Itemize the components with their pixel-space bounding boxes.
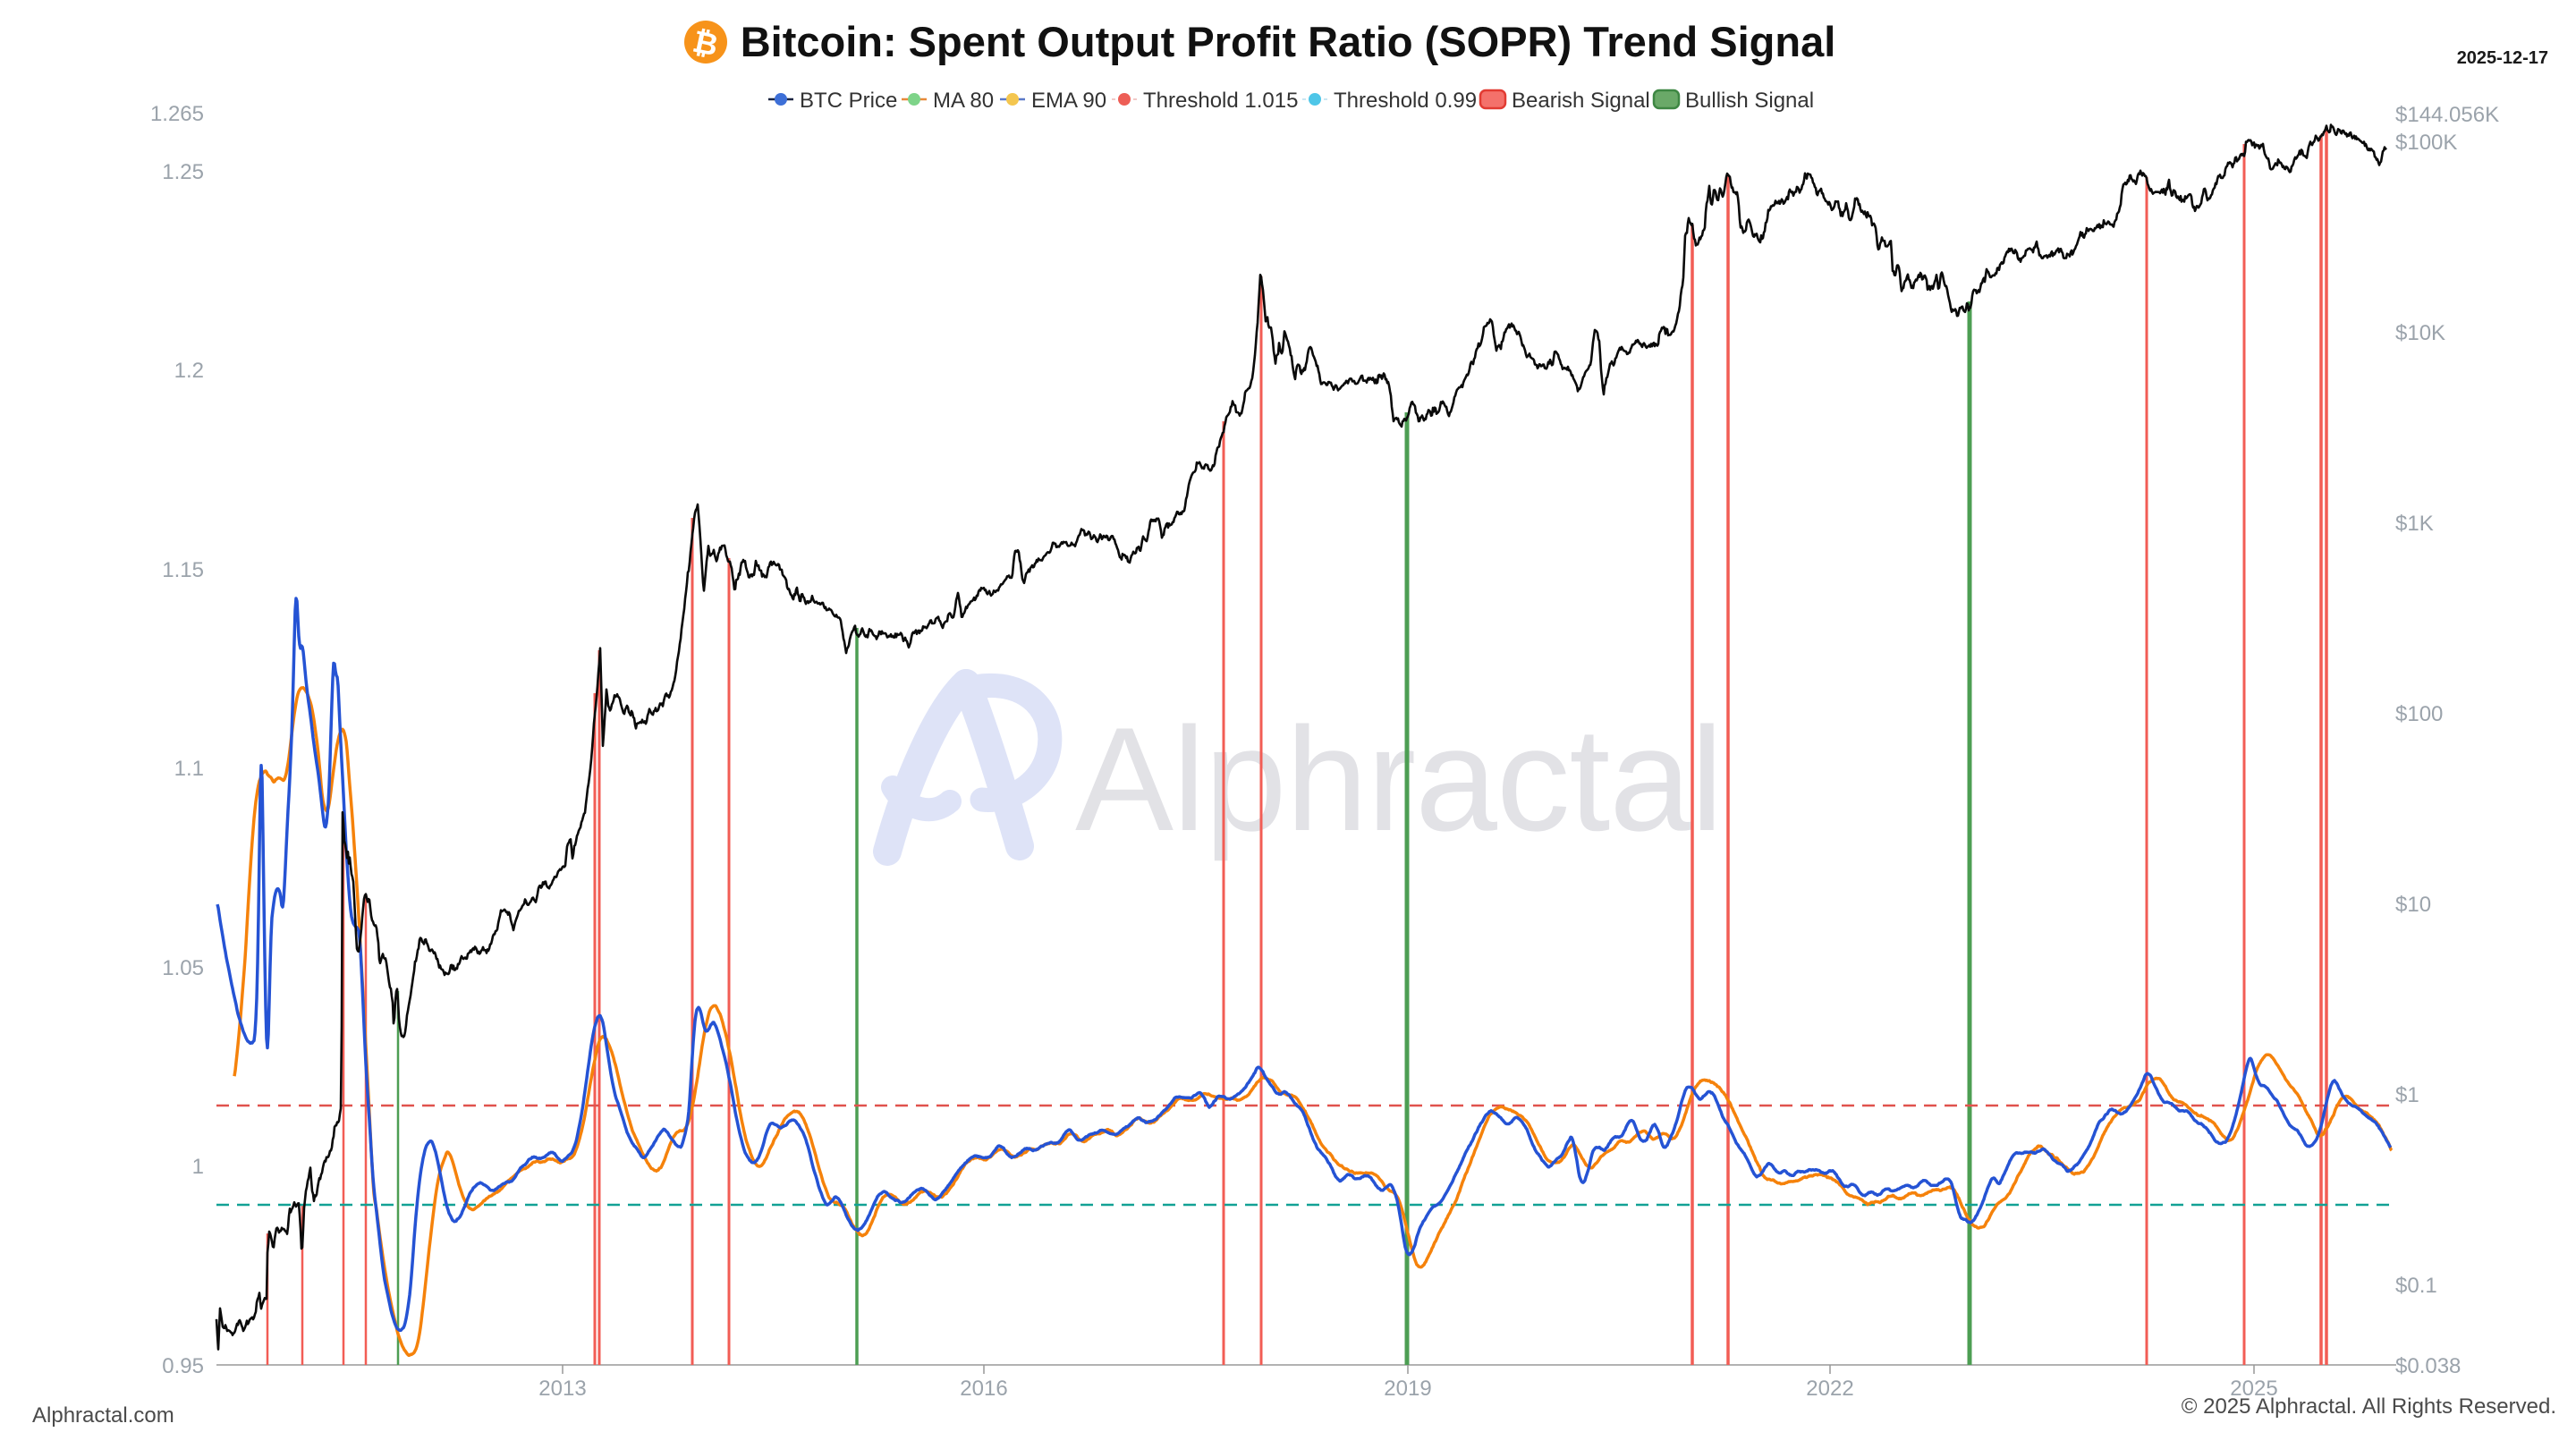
svg-text:Alphractal.com: Alphractal.com xyxy=(32,1403,174,1428)
svg-text:$0.1: $0.1 xyxy=(2395,1274,2437,1298)
svg-text:1: 1 xyxy=(192,1155,204,1179)
svg-text:1.1: 1.1 xyxy=(174,757,204,781)
svg-text:$10K: $10K xyxy=(2395,321,2445,345)
svg-text:$100: $100 xyxy=(2395,702,2443,726)
svg-text:$1K: $1K xyxy=(2395,512,2434,536)
svg-text:Alphractal: Alphractal xyxy=(1075,697,1723,861)
svg-text:2022: 2022 xyxy=(1806,1377,1853,1401)
svg-text:Threshold 0.99: Threshold 0.99 xyxy=(1334,89,1477,113)
svg-text:1.15: 1.15 xyxy=(162,558,204,582)
svg-text:1.265: 1.265 xyxy=(150,102,204,126)
svg-text:EMA 90: EMA 90 xyxy=(1031,89,1106,113)
svg-text:Bearish Signal: Bearish Signal xyxy=(1512,89,1650,113)
svg-text:0.95: 0.95 xyxy=(162,1354,204,1378)
svg-text:$10: $10 xyxy=(2395,893,2431,917)
svg-text:MA 80: MA 80 xyxy=(933,89,994,113)
svg-text:2013: 2013 xyxy=(538,1377,586,1401)
svg-text:1.05: 1.05 xyxy=(162,956,204,980)
svg-text:2025: 2025 xyxy=(2230,1377,2277,1401)
svg-text:2016: 2016 xyxy=(960,1377,1007,1401)
svg-text:1.25: 1.25 xyxy=(162,160,204,184)
svg-text:$144.056K: $144.056K xyxy=(2395,103,2499,127)
svg-text:Threshold 1.015: Threshold 1.015 xyxy=(1143,89,1298,113)
svg-text:Bullish Signal: Bullish Signal xyxy=(1685,89,1814,113)
svg-text:$100K: $100K xyxy=(2395,131,2457,155)
svg-text:2025-12-17: 2025-12-17 xyxy=(2457,48,2548,68)
svg-text:© 2025 Alphractal. All Rights: © 2025 Alphractal. All Rights Reserved. xyxy=(2182,1394,2556,1419)
svg-text:$0.038: $0.038 xyxy=(2395,1354,2461,1378)
svg-text:2019: 2019 xyxy=(1384,1377,1431,1401)
svg-text:BTC Price: BTC Price xyxy=(800,89,897,113)
svg-text:$1: $1 xyxy=(2395,1083,2419,1107)
svg-text:Bitcoin: Spent Output Profit R: Bitcoin: Spent Output Profit Ratio (SOPR… xyxy=(741,18,1836,65)
svg-text:1.2: 1.2 xyxy=(174,359,204,383)
